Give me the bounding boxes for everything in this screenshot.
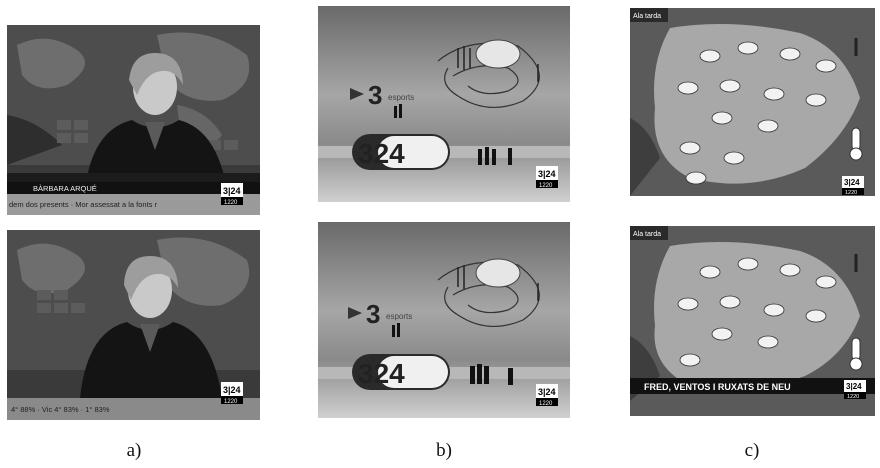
frame-c-top: Ala tarda 3|24 1220 xyxy=(630,8,875,196)
news-ticker: dem dos presents · Mor assessat a la fon… xyxy=(9,200,157,209)
frame-a-top: BÀRBARA ARQUÉ dem dos presents · Mor ass… xyxy=(7,25,260,215)
channel-logo: 3|24 xyxy=(538,169,556,179)
forecast-period-label: Ala tarda xyxy=(633,231,661,238)
anchor-name-bar: BÀRBARA ARQUÉ xyxy=(33,184,97,193)
svg-text:3: 3 xyxy=(368,80,382,110)
big-channel-logo: 324 xyxy=(358,138,405,169)
clock-readout: 1220 xyxy=(845,190,857,196)
frame-b-bottom: 3 esports 324 3|24 1220 xyxy=(318,222,570,418)
channel-ident-frame: 3 esports 324 3|24 1220 xyxy=(318,6,570,202)
weather-map-frame: Ala tarda FRED, VENTOS I RUXATS DE NEU 3… xyxy=(630,226,875,416)
channel-logo: 3|24 xyxy=(538,387,556,397)
frame-b-top: 3 esports 324 3|24 1220 xyxy=(318,6,570,202)
frame-c-bottom: Ala tarda FRED, VENTOS I RUXATS DE NEU 3… xyxy=(630,226,875,416)
clock-readout: 1220 xyxy=(224,399,238,405)
clock-readout: 1220 xyxy=(224,200,238,206)
channel-logo: 3|24 xyxy=(223,385,241,395)
channel-logo: 3|24 xyxy=(846,382,862,391)
weather-cloud-icons xyxy=(677,257,837,367)
panel-caption-b: b) xyxy=(436,440,452,461)
clock-readout: 1220 xyxy=(539,401,553,407)
frame-a-bottom: 4° 88% · Vic 4° 83% · 1° 83% 3|24 1220 xyxy=(7,230,260,420)
forecast-period-label: Ala tarda xyxy=(633,13,661,20)
clock-readout: 1220 xyxy=(847,394,859,400)
panel-caption-a: a) xyxy=(126,440,142,461)
channel-ident-frame: 3 esports 324 3|24 1220 xyxy=(318,222,570,418)
weather-cloud-icons xyxy=(677,41,837,185)
news-anchor-frame: BÀRBARA ARQUÉ dem dos presents · Mor ass… xyxy=(7,25,260,215)
svg-text:3: 3 xyxy=(366,299,380,329)
weather-headline: FRED, VENTOS I RUXATS DE NEU xyxy=(644,382,791,392)
news-anchor-frame: 4° 88% · Vic 4° 83% · 1° 83% 3|24 1220 xyxy=(7,230,260,420)
clock-readout: 1220 xyxy=(539,183,553,189)
panel-caption-c: c) xyxy=(744,440,760,461)
channel-sub-label: esports xyxy=(388,93,414,102)
channel-logo: 3|24 xyxy=(844,178,860,187)
channel-sub-label: esports xyxy=(386,312,412,321)
weather-map-frame: Ala tarda 3|24 1220 xyxy=(630,8,875,196)
channel-logo: 3|24 xyxy=(223,186,241,196)
weather-ticker: 4° 88% · Vic 4° 83% · 1° 83% xyxy=(11,405,110,414)
big-channel-logo: 324 xyxy=(358,358,405,389)
